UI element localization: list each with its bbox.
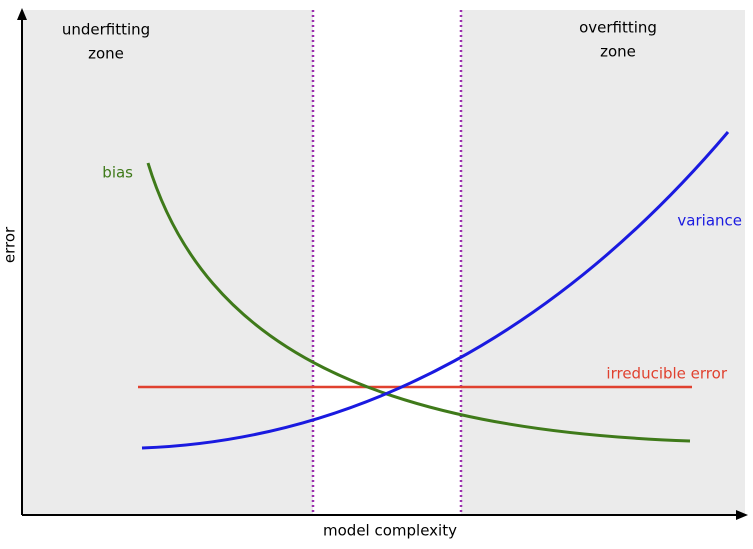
overfitting-zone	[461, 10, 745, 515]
zone-label: overfitting	[579, 19, 657, 37]
zone-label: zone	[600, 43, 636, 61]
zone-label: underfitting	[62, 21, 150, 39]
x-axis-label: model complexity	[323, 522, 457, 540]
variance-label: variance	[677, 212, 742, 230]
zone-label: zone	[88, 45, 124, 63]
x-arrow	[736, 510, 748, 520]
underfitting-zone	[22, 10, 313, 515]
variance-curve	[141, 131, 730, 450]
y-axis-label: error	[1, 226, 19, 263]
y-arrow	[17, 8, 27, 20]
bias-curve	[146, 162, 691, 443]
irreducible-label: irreducible error	[606, 365, 727, 383]
bias-label: bias	[102, 164, 133, 182]
